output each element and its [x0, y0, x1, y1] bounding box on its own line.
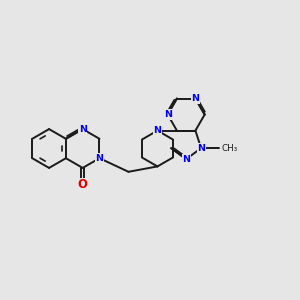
Text: N: N: [154, 126, 161, 135]
Text: N: N: [95, 154, 104, 163]
Text: N: N: [79, 124, 87, 134]
Text: N: N: [197, 144, 205, 153]
Text: CH₃: CH₃: [221, 144, 237, 153]
Text: N: N: [182, 154, 190, 164]
Text: O: O: [78, 178, 88, 191]
Text: N: N: [191, 94, 200, 103]
Text: N: N: [164, 110, 172, 119]
